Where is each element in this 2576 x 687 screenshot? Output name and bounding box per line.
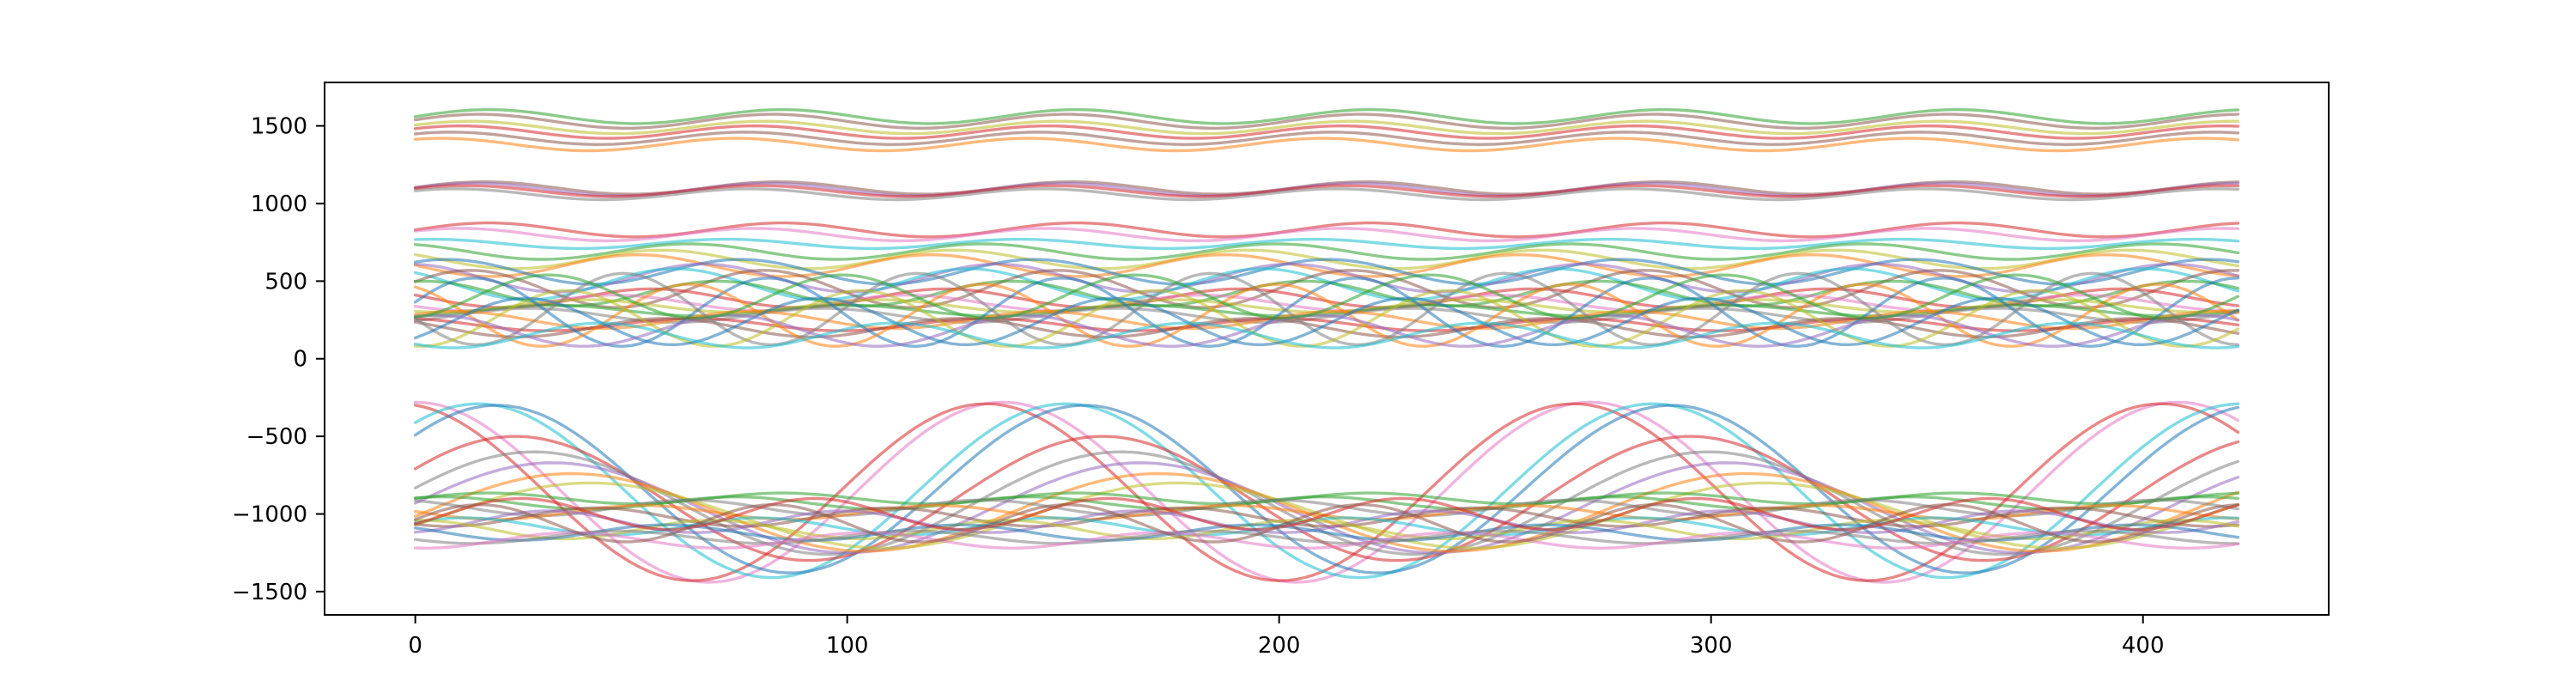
series-lines bbox=[413, 108, 2240, 584]
y-tick-label: −1000 bbox=[232, 502, 307, 528]
y-tick-label: −1500 bbox=[232, 580, 307, 605]
x-tick-label: 400 bbox=[2122, 633, 2165, 659]
series-line-12 bbox=[413, 237, 2240, 251]
series-line-13 bbox=[413, 242, 2240, 261]
y-tick-label: 0 bbox=[293, 347, 307, 373]
series-line-57 bbox=[413, 496, 2240, 532]
series-line-11 bbox=[413, 227, 2240, 243]
series-line-39 bbox=[413, 402, 2240, 580]
series-line-20 bbox=[413, 279, 2240, 307]
series-line-21 bbox=[413, 287, 2240, 309]
x-axis: 0 100 200 300 400 bbox=[408, 615, 2165, 659]
series-line-33 bbox=[413, 296, 2240, 347]
series-line-0 bbox=[413, 108, 2240, 125]
series-line-55 bbox=[413, 529, 2240, 545]
series-line-29 bbox=[413, 277, 2240, 348]
series-line-35 bbox=[413, 321, 2240, 350]
series-line-10 bbox=[413, 221, 2240, 239]
x-tick-label: 100 bbox=[826, 633, 869, 659]
plot-frame bbox=[324, 82, 2330, 616]
series-line-16 bbox=[413, 258, 2240, 286]
series-line-31 bbox=[413, 271, 2240, 347]
series-line-4 bbox=[413, 131, 2240, 146]
series-line-38 bbox=[413, 402, 2240, 582]
series-line-47 bbox=[413, 495, 2240, 511]
y-tick-label: −500 bbox=[246, 424, 307, 450]
series-line-54 bbox=[413, 523, 2240, 542]
series-line-40 bbox=[413, 404, 2240, 575]
x-tick-label: 0 bbox=[408, 633, 422, 659]
series-line-56 bbox=[413, 531, 2240, 550]
series-line-17 bbox=[413, 262, 2240, 294]
y-tick-label: 500 bbox=[264, 269, 307, 295]
y-tick-label: 1000 bbox=[251, 192, 307, 217]
series-line-2 bbox=[413, 119, 2240, 136]
series-line-5 bbox=[413, 137, 2240, 153]
y-axis: −1500 −1000 −500 0 500 1000 1500 bbox=[232, 114, 325, 605]
series-line-1 bbox=[413, 112, 2240, 130]
x-tick-label: 200 bbox=[1258, 633, 1301, 659]
series-line-27 bbox=[413, 317, 2240, 332]
series-line-9 bbox=[413, 187, 2240, 202]
series-line-36 bbox=[413, 273, 2240, 320]
series-line-19 bbox=[413, 269, 2240, 309]
series-line-3 bbox=[413, 124, 2240, 140]
series-line-8 bbox=[413, 184, 2240, 198]
series-line-58 bbox=[413, 503, 2240, 544]
x-tick-label: 300 bbox=[1690, 633, 1733, 659]
y-tick-label: 1500 bbox=[251, 114, 307, 140]
